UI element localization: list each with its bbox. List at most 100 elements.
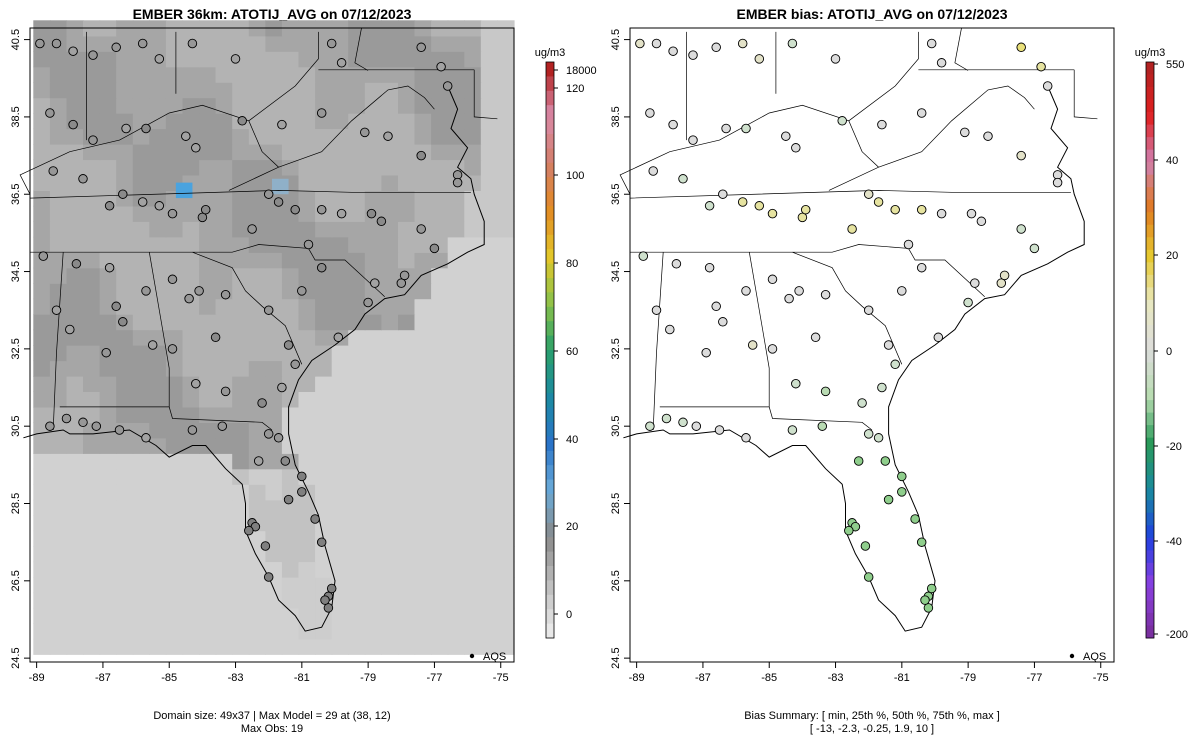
- grid-cell: [149, 468, 167, 485]
- grid-cell: [165, 144, 184, 161]
- grid-cell: [447, 35, 465, 52]
- grid-cell: [298, 499, 316, 516]
- grid-cell: [398, 484, 416, 501]
- site-marker: [220, 386, 231, 397]
- site-marker: [970, 278, 980, 288]
- grid-cell: [497, 97, 515, 114]
- grid-cell: [132, 375, 150, 392]
- site-marker: [863, 305, 874, 315]
- grid-cell: [364, 159, 382, 176]
- colorbar-bin: [546, 378, 554, 394]
- grid-cell: [33, 221, 51, 238]
- grid-cell: [381, 267, 399, 284]
- grid-cell: [149, 360, 167, 377]
- grid-cell: [182, 82, 200, 99]
- grid-cell: [497, 82, 515, 99]
- grid-cell: [83, 252, 101, 269]
- grid-cell: [272, 178, 289, 195]
- colorbar-label: 80: [566, 258, 578, 270]
- grid-cell: [447, 205, 465, 222]
- site-marker: [137, 38, 148, 49]
- grid-cell: [49, 113, 68, 130]
- grid-cell: [480, 561, 498, 578]
- grid-cell: [182, 205, 200, 222]
- grid-cell: [464, 546, 482, 563]
- grid-cell: [99, 298, 117, 315]
- grid-cell: [265, 360, 283, 377]
- colorbar-bin: [1146, 224, 1154, 238]
- grid-cell: [33, 267, 51, 284]
- grid-cell: [381, 252, 399, 269]
- grid-cell: [199, 144, 217, 161]
- site-marker: [999, 270, 1010, 281]
- grid-cell: [99, 174, 117, 191]
- grid-cell: [364, 391, 382, 408]
- grid-cell: [116, 51, 134, 68]
- grid-cell: [480, 638, 498, 655]
- grid-cell: [281, 530, 300, 547]
- grid-cell: [298, 546, 316, 563]
- grid-cell: [199, 82, 217, 99]
- grid-cell: [116, 283, 134, 300]
- grid-cell: [66, 453, 84, 470]
- x-tick-label: -75: [493, 672, 509, 684]
- grid-cell: [480, 345, 498, 362]
- colorbar-bin: [1146, 212, 1154, 226]
- colorbar-label: -20: [1166, 441, 1182, 453]
- grid-cell: [414, 546, 432, 563]
- site-marker: [316, 537, 327, 547]
- grid-cell: [83, 546, 101, 563]
- site-marker: [303, 239, 314, 250]
- grid-cell: [398, 97, 416, 114]
- grid-cell: [248, 638, 266, 655]
- grid-cell: [149, 546, 167, 563]
- grid-cell: [215, 97, 233, 114]
- grid-cell: [116, 437, 134, 454]
- state-border: [278, 85, 435, 168]
- grid-cell: [464, 267, 482, 284]
- site-marker: [114, 425, 125, 435]
- colorbar-bin: [1146, 350, 1154, 363]
- grid-cell: [364, 252, 382, 269]
- site-marker: [820, 386, 831, 397]
- grid-cell: [348, 360, 366, 377]
- grid-cell: [49, 252, 68, 269]
- grid-cell: [331, 345, 349, 362]
- grid-cell: [199, 221, 217, 238]
- grid-cell: [398, 592, 416, 609]
- site-marker: [1016, 150, 1026, 161]
- grid-cell: [414, 283, 432, 300]
- grid-cell: [331, 623, 349, 640]
- x-tick-label: -89: [629, 672, 645, 684]
- grid-cell: [281, 561, 300, 578]
- colorbar-bin: [546, 537, 554, 552]
- site-marker: [376, 216, 387, 227]
- grid-cell: [398, 499, 416, 516]
- grid-cell: [182, 577, 200, 594]
- site-marker: [645, 108, 655, 118]
- grid-cell: [265, 345, 283, 362]
- grid-cell: [149, 298, 167, 315]
- grid-cell: [149, 592, 167, 609]
- site-marker: [283, 494, 294, 505]
- grid-cell: [447, 422, 465, 439]
- site-marker: [290, 359, 300, 370]
- grid-cell: [414, 391, 432, 408]
- grid-cell: [248, 267, 266, 284]
- panel2-caption-1: Bias Summary: [ min, 25th %, 50th %, 75t…: [744, 710, 1000, 722]
- grid-cell: [215, 144, 233, 161]
- grid-cell: [480, 144, 498, 161]
- grid-cell: [464, 422, 482, 439]
- grid-cell: [398, 345, 416, 362]
- grid-cell: [182, 360, 200, 377]
- panel2-frame: [629, 27, 1115, 663]
- grid-cell: [315, 422, 333, 439]
- grid-cell: [49, 221, 68, 238]
- grid-cell: [116, 144, 134, 161]
- grid-cell: [497, 51, 515, 68]
- grid-cell: [398, 205, 416, 222]
- grid-cell: [348, 345, 366, 362]
- grid-cell: [199, 468, 217, 485]
- site-marker: [118, 317, 128, 327]
- site-marker: [297, 286, 307, 296]
